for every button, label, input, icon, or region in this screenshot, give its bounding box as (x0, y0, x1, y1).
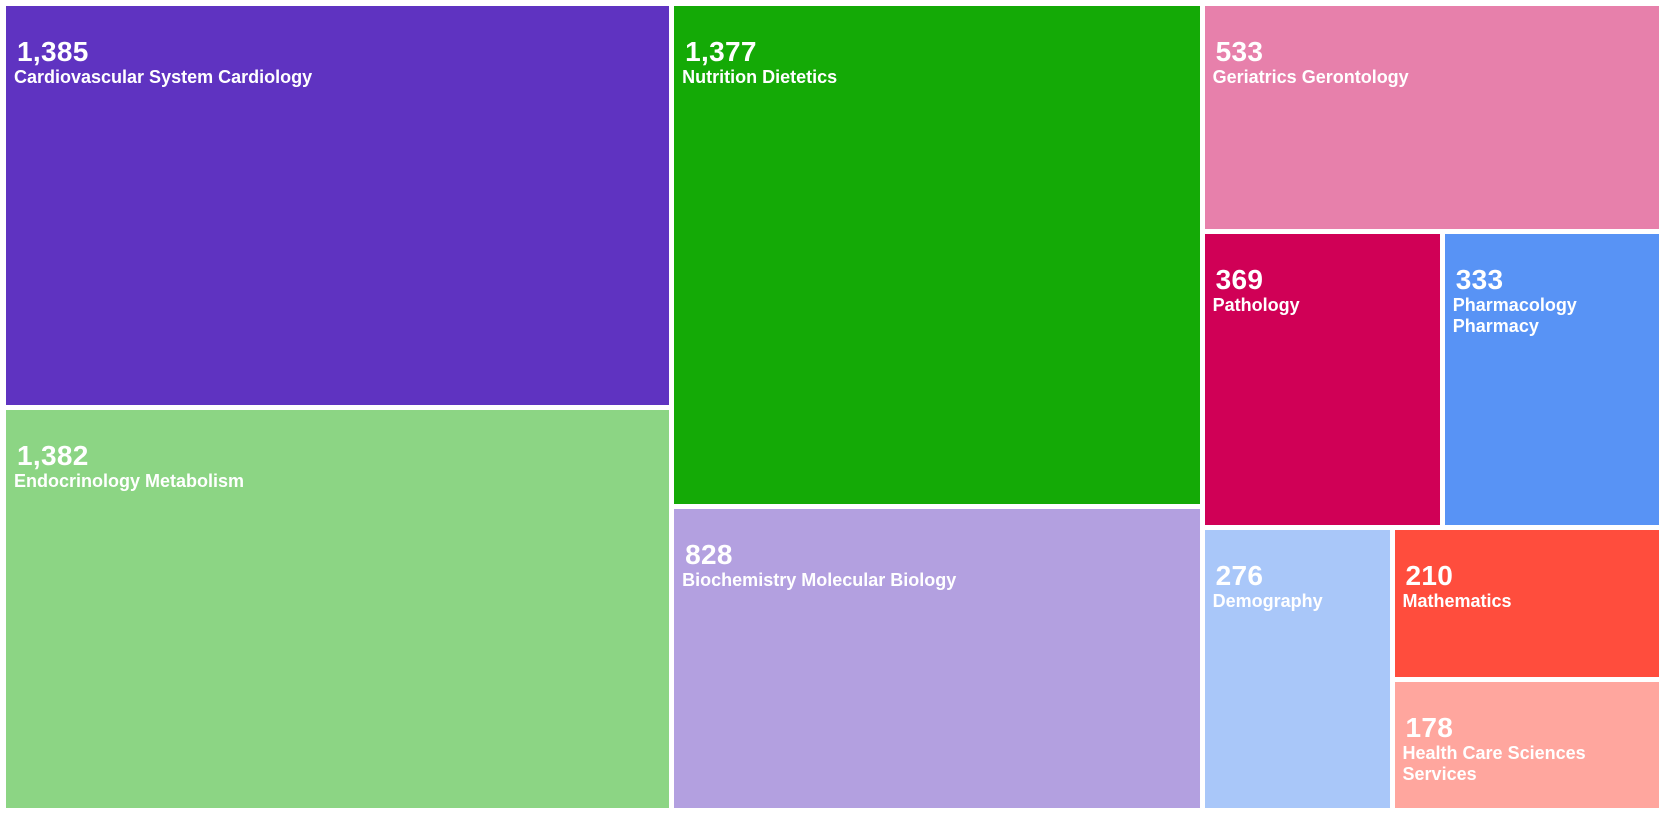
tile-value: 1,377 (685, 36, 757, 67)
tile-label: Geriatrics Gerontology (1212, 67, 1409, 87)
tile-value: 210 (1405, 560, 1454, 592)
tile-value: 828 (685, 539, 733, 571)
tile-cardiovascular-system-cardiology[interactable]: 1,385 Cardiovascular System Cardiology (6, 6, 670, 405)
tile-biochemistry-molecular-biology[interactable]: 828 Biochemistry Molecular Biology (674, 509, 1200, 808)
tile-label: Nutrition Dietetics (682, 67, 838, 87)
tile-endocrinology-metabolism[interactable]: 1,382 Endocrinology Metabolism (6, 409, 670, 808)
tile-pathology[interactable]: 369 Pathology (1204, 233, 1440, 526)
tile-value: 333 (1455, 263, 1504, 295)
tile-mathematics[interactable]: 210 Mathematics (1394, 530, 1659, 677)
tile-label: Health Care Sciences Services (1402, 742, 1586, 784)
tile-label: Demography (1212, 591, 1323, 612)
tile-label: Cardiovascular System Cardiology (14, 67, 313, 87)
tile-label: Biochemistry Molecular Biology (682, 570, 957, 591)
tile-value: 178 (1405, 711, 1454, 743)
tile-geriatrics-gerontology[interactable]: 533 Geriatrics Gerontology (1204, 6, 1659, 229)
tile-pharmacology-pharmacy[interactable]: 333 Pharmacology Pharmacy (1444, 233, 1659, 526)
tile-value: 1,385 (17, 36, 89, 67)
tile-nutrition-dietetics[interactable]: 1,377 Nutrition Dietetics (674, 6, 1200, 505)
tile-demography[interactable]: 276 Demography (1204, 530, 1390, 808)
tile-label: Pathology (1212, 294, 1300, 315)
tile-health-care-sciences-services[interactable]: 178 Health Care Sciences Services (1394, 681, 1659, 808)
tile-value: 276 (1215, 560, 1264, 592)
tile-label: Pharmacology Pharmacy (1452, 294, 1577, 336)
tile-value: 369 (1215, 263, 1264, 295)
tile-label: Mathematics (1402, 591, 1512, 612)
tile-value: 533 (1215, 36, 1264, 67)
tile-value: 1,382 (17, 439, 89, 471)
tile-label: Endocrinology Metabolism (14, 470, 245, 491)
